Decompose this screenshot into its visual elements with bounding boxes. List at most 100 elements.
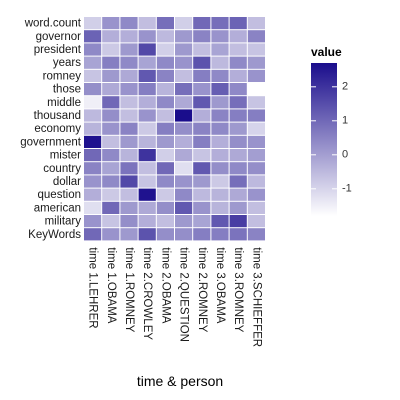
heatmap-cell xyxy=(120,83,138,96)
y-tick-label: military xyxy=(45,216,82,228)
y-tick-label: american xyxy=(34,202,81,214)
x-axis-tick-labels: time 1.LEHRER time 1.OBAMA time 1.ROMNEY ti… xyxy=(87,247,263,347)
heatmap-cell xyxy=(102,122,120,135)
heatmap-cell xyxy=(247,215,265,228)
y-tick-label: governor xyxy=(36,31,82,43)
heatmap-cell xyxy=(193,188,211,201)
heatmap-cell xyxy=(193,162,211,175)
y-tick-label: economy xyxy=(34,123,81,135)
heatmap-cell xyxy=(175,96,193,109)
heatmap-cell xyxy=(193,215,211,228)
heatmap-cell xyxy=(84,109,102,122)
heatmap-cell xyxy=(175,122,193,135)
heatmap-cell xyxy=(84,175,102,188)
heatmap-cell xyxy=(247,43,265,56)
heatmap-cell xyxy=(84,69,102,82)
heatmap-cell xyxy=(211,83,229,96)
heatmap-cell xyxy=(156,17,174,30)
heatmap-cell xyxy=(211,201,229,214)
heatmap-cell xyxy=(138,109,156,122)
heatmap-cell xyxy=(120,17,138,30)
heatmap-cell xyxy=(120,188,138,201)
heatmap-cell xyxy=(193,228,211,241)
heatmap-cell xyxy=(102,162,120,175)
heatmap-cell xyxy=(156,162,174,175)
heatmap-cell xyxy=(156,30,174,43)
heatmap-cell xyxy=(138,188,156,201)
heatmap-cell xyxy=(138,201,156,214)
heatmap-cell xyxy=(156,109,174,122)
heatmap-cell xyxy=(120,122,138,135)
heatmap-cell xyxy=(211,109,229,122)
heatmap-cell xyxy=(175,162,193,175)
heatmap-cell xyxy=(247,109,265,122)
heatmap-cell xyxy=(102,175,120,188)
heatmap-cell xyxy=(120,30,138,43)
x-tick-label: time 1.ROMNEY xyxy=(123,247,135,332)
heatmap-cell xyxy=(229,69,247,82)
heatmap-cell xyxy=(229,201,247,214)
heatmap-cell xyxy=(156,201,174,214)
heatmap-cell xyxy=(175,109,193,122)
heatmap-cell xyxy=(193,109,211,122)
heatmap-cell xyxy=(138,96,156,109)
heatmap-cell xyxy=(138,69,156,82)
heatmap-cell xyxy=(156,43,174,56)
heatmap-cell xyxy=(211,215,229,228)
y-tick-label: dollar xyxy=(53,176,81,188)
heatmap-cell xyxy=(211,43,229,56)
heatmap-cells xyxy=(84,17,265,241)
x-axis-title: time & person xyxy=(137,373,223,389)
heatmap-cell xyxy=(138,215,156,228)
heatmap-cell xyxy=(175,201,193,214)
heatmap-cell xyxy=(102,228,120,241)
colorbar-tick-label: 1 xyxy=(342,115,348,127)
heatmap-cell xyxy=(247,135,265,148)
heatmap-cell xyxy=(175,17,193,30)
heatmap-cell xyxy=(138,43,156,56)
y-tick-label: mister xyxy=(50,150,81,162)
heatmap-cell xyxy=(247,188,265,201)
heatmap-cell xyxy=(102,135,120,148)
heatmap-cell xyxy=(120,135,138,148)
heatmap-cell xyxy=(175,56,193,69)
heatmap-cell xyxy=(84,30,102,43)
heatmap-cell xyxy=(102,83,120,96)
heatmap-cell xyxy=(102,96,120,109)
legend-title: value xyxy=(311,45,342,59)
heatmap-cell xyxy=(102,56,120,69)
heatmap-cell xyxy=(120,96,138,109)
heatmap-cell xyxy=(138,135,156,148)
y-tick-label: romney xyxy=(43,70,82,82)
y-tick-label: word.count xyxy=(24,18,82,30)
heatmap-cell xyxy=(193,96,211,109)
heatmap-cell xyxy=(102,149,120,162)
heatmap-cell xyxy=(138,228,156,241)
heatmap-cell xyxy=(211,30,229,43)
heatmap-cell xyxy=(120,201,138,214)
heatmap-cell xyxy=(229,215,247,228)
heatmap-cell xyxy=(229,175,247,188)
heatmap-cell xyxy=(156,175,174,188)
heatmap-cell xyxy=(193,30,211,43)
x-tick-label: time 1.OBAMA xyxy=(105,247,117,323)
heatmap-cell xyxy=(247,175,265,188)
heatmap-cell xyxy=(247,30,265,43)
heatmap-cell xyxy=(175,30,193,43)
x-tick-label: time 2.QUESTION xyxy=(178,247,190,342)
heatmap-cell xyxy=(156,215,174,228)
x-tick-label: time 3.ROMNEY xyxy=(232,247,244,332)
heatmap-cell xyxy=(175,188,193,201)
heatmap-cell xyxy=(229,122,247,135)
heatmap-cell xyxy=(175,83,193,96)
heatmap-cell xyxy=(102,215,120,228)
heatmap-cell xyxy=(229,17,247,30)
heatmap-cell xyxy=(156,56,174,69)
heatmap-cell xyxy=(84,83,102,96)
heatmap-cell xyxy=(193,149,211,162)
heatmap-cell xyxy=(84,188,102,201)
colorbar-tick-label: 2 xyxy=(342,81,348,93)
heatmap-cell xyxy=(156,228,174,241)
